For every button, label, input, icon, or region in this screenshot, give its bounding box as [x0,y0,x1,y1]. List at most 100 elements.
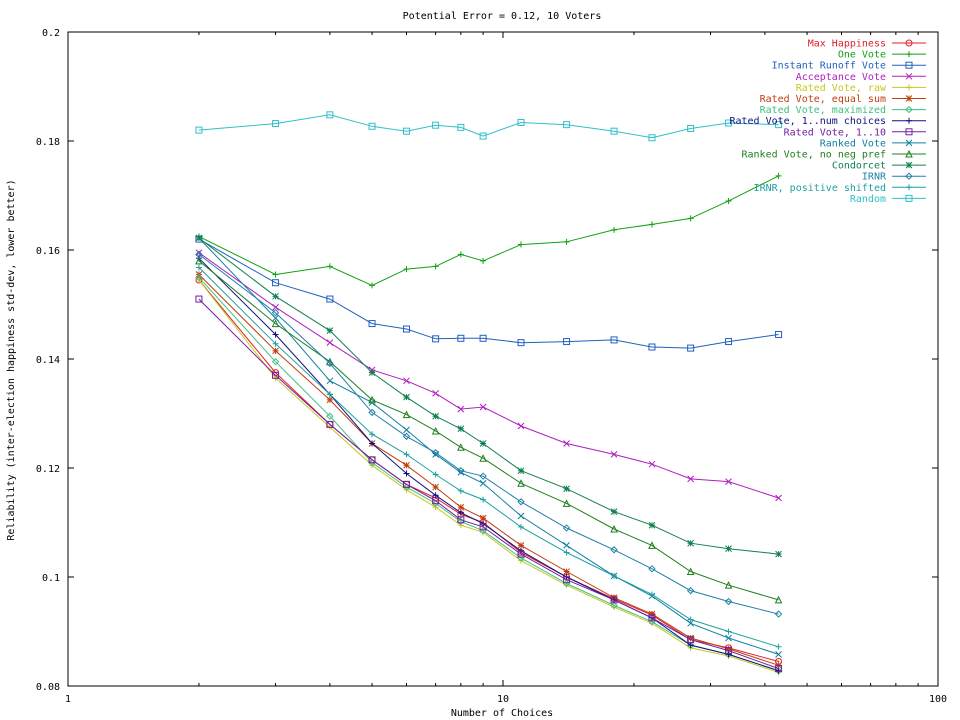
point [369,282,376,289]
point [905,161,913,169]
point [775,651,782,658]
point [272,303,279,311]
point [432,335,440,343]
point [610,596,618,604]
point [480,257,487,264]
point [906,51,912,58]
x-tick-label: 10 [497,694,509,705]
legend-item: Rated Vote, raw [796,83,926,94]
point [432,471,439,478]
legend-item: Rated Vote, equal sum [760,94,926,105]
point [687,539,694,547]
point [403,461,410,469]
point [775,665,783,673]
x-axis-label: Number of Choices [451,708,553,719]
point [648,565,656,573]
point [517,550,525,558]
point [725,651,732,658]
point [271,358,280,366]
point [905,128,913,136]
point [326,359,334,368]
point [326,420,334,428]
series-line [198,260,779,601]
point [195,234,203,242]
point [687,124,695,132]
point [479,132,487,140]
point [517,512,525,520]
point [326,396,334,404]
point [403,426,410,434]
point [725,119,733,127]
series-line [198,238,779,349]
point [369,431,376,438]
point [402,127,410,135]
point [272,271,279,278]
point [563,238,570,245]
point [725,628,732,635]
point [563,542,570,549]
legend-label: Condorcet [832,161,886,172]
point [368,369,376,376]
point [457,516,465,524]
point [686,586,695,595]
point [610,451,618,458]
point [648,610,656,618]
point [905,39,913,47]
point [648,221,655,228]
legend-item: Random [850,194,926,205]
point [774,610,783,618]
legend-item: Instant Runoff Vote [772,61,926,72]
point [402,480,410,488]
point [432,389,439,397]
point [479,440,487,447]
point [563,576,571,584]
point [775,550,782,558]
series-3 [195,249,782,502]
series-line [198,276,779,672]
point [326,377,334,385]
point [687,344,695,352]
legend-item: IRNR, positive shifted [754,183,926,194]
point [368,456,376,464]
legend-item: Ranked Vote [820,138,926,149]
point [724,597,733,606]
point [479,523,487,531]
point [610,601,618,610]
series-14 [195,111,783,142]
point [432,504,439,511]
legend-item: Max Happiness [808,39,926,50]
point [457,334,465,342]
point [403,451,410,458]
point [610,524,618,533]
x-tick-label: 1 [65,694,71,705]
point [563,485,570,493]
point [326,111,334,119]
point [905,172,913,180]
point [432,263,439,270]
point [687,475,694,483]
point [648,591,655,598]
point [326,327,334,335]
point [272,371,280,379]
point [457,509,464,516]
legend-item: Condorcet [832,161,926,172]
point [272,120,280,128]
point [432,412,439,420]
legend-label: Rated Vote, 1..num choices [729,116,886,127]
point [906,184,912,191]
legend-label: Acceptance Vote [796,72,886,83]
y-tick-label: 0.2 [42,28,60,39]
point-dot [908,42,910,44]
y-tick-label: 0.1 [42,573,60,584]
point [563,440,570,447]
series-11 [195,234,782,558]
point [431,426,440,435]
point [272,279,280,287]
point [648,614,656,622]
point [905,149,913,158]
point [906,117,912,124]
point [480,496,487,503]
point [195,273,203,281]
point [648,460,656,468]
